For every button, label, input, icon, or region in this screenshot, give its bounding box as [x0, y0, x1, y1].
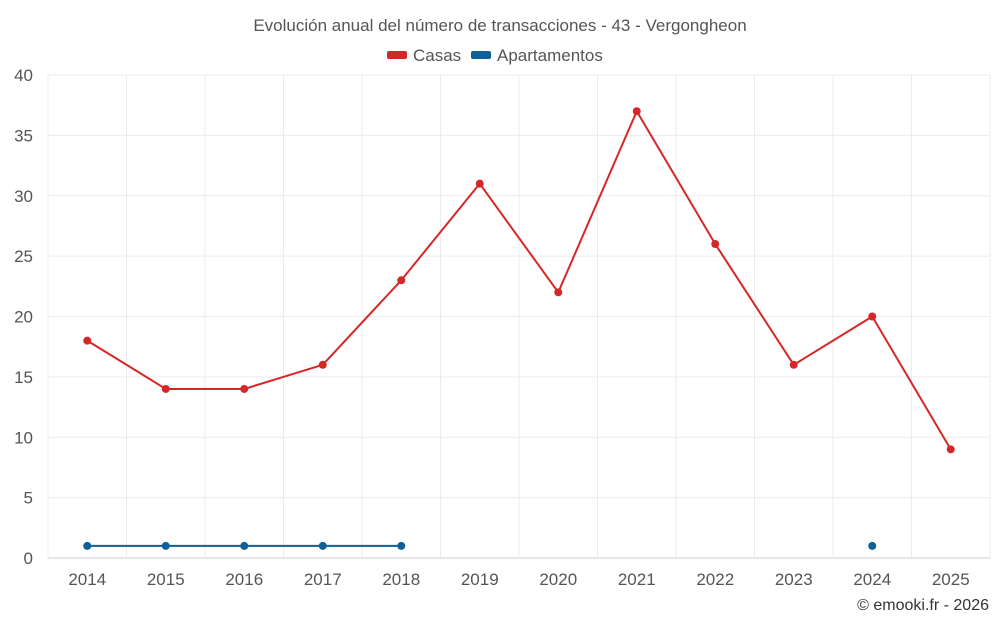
x-tick-label: 2020 [539, 570, 577, 589]
x-tick-label: 2021 [618, 570, 656, 589]
x-tick-label: 2018 [382, 570, 420, 589]
data-point-apartamentos-2016[interactable] [240, 541, 249, 550]
x-tick-label: 2024 [853, 570, 891, 589]
y-axis-ticks: 0 5 10 15 20 25 30 35 40 [14, 66, 33, 568]
x-tick-label: 2019 [461, 570, 499, 589]
data-point-casas-2025[interactable] [946, 445, 955, 454]
legend-item-casas[interactable]: Casas [387, 46, 461, 65]
x-tick-label: 2016 [225, 570, 263, 589]
x-tick-label: 2015 [147, 570, 185, 589]
y-tick-label: 0 [24, 549, 33, 568]
data-point-casas-2016[interactable] [240, 384, 249, 393]
data-point-apartamentos-2017[interactable] [318, 541, 327, 550]
y-tick-label: 30 [14, 187, 33, 206]
x-tick-label: 2017 [304, 570, 342, 589]
data-point-casas-2017[interactable] [318, 360, 327, 369]
y-tick-label: 5 [24, 489, 33, 508]
data-point-apartamentos-2018[interactable] [397, 541, 406, 550]
x-tick-label: 2025 [932, 570, 970, 589]
x-tick-label: 2014 [68, 570, 106, 589]
x-axis-ticks: 2014 2015 2016 2017 2018 2019 2020 2021 2022 2023… [68, 570, 969, 589]
x-tick-label: 2023 [775, 570, 813, 589]
y-tick-label: 25 [14, 247, 33, 266]
data-point-casas-2022[interactable] [711, 240, 720, 249]
series-casas [83, 107, 955, 454]
y-tick-label: 20 [14, 308, 33, 327]
y-tick-label: 10 [14, 428, 33, 447]
y-tick-label: 40 [14, 66, 33, 85]
legend: Casas Apartamentos [387, 46, 603, 65]
x-tick-label: 2022 [696, 570, 734, 589]
data-point-casas-2023[interactable] [789, 360, 798, 369]
legend-label-apartamentos: Apartamentos [497, 46, 603, 65]
series-apartamentos [83, 541, 877, 550]
series-line-casas [86, 110, 952, 450]
data-point-casas-2020[interactable] [554, 288, 563, 297]
legend-swatch-apartamentos [471, 51, 491, 59]
data-point-apartamentos-2024[interactable] [868, 541, 877, 550]
credit: © emooki.fr - 2026 [857, 597, 989, 614]
data-point-casas-2014[interactable] [83, 336, 92, 345]
chart-title: Evolución anual del número de transaccio… [253, 16, 746, 35]
legend-label-casas: Casas [413, 46, 461, 65]
data-point-apartamentos-2015[interactable] [161, 541, 170, 550]
y-tick-label: 15 [14, 368, 33, 387]
legend-swatch-casas [387, 51, 407, 59]
data-point-casas-2019[interactable] [475, 179, 484, 188]
grid [47, 74, 991, 559]
data-point-casas-2018[interactable] [397, 276, 406, 285]
data-point-casas-2021[interactable] [632, 107, 641, 116]
series-layer [83, 107, 955, 550]
data-point-casas-2024[interactable] [868, 312, 877, 321]
y-tick-label: 35 [14, 126, 33, 145]
data-point-casas-2015[interactable] [161, 384, 170, 393]
legend-item-apartamentos[interactable]: Apartamentos [471, 46, 603, 65]
data-point-apartamentos-2014[interactable] [83, 541, 92, 550]
